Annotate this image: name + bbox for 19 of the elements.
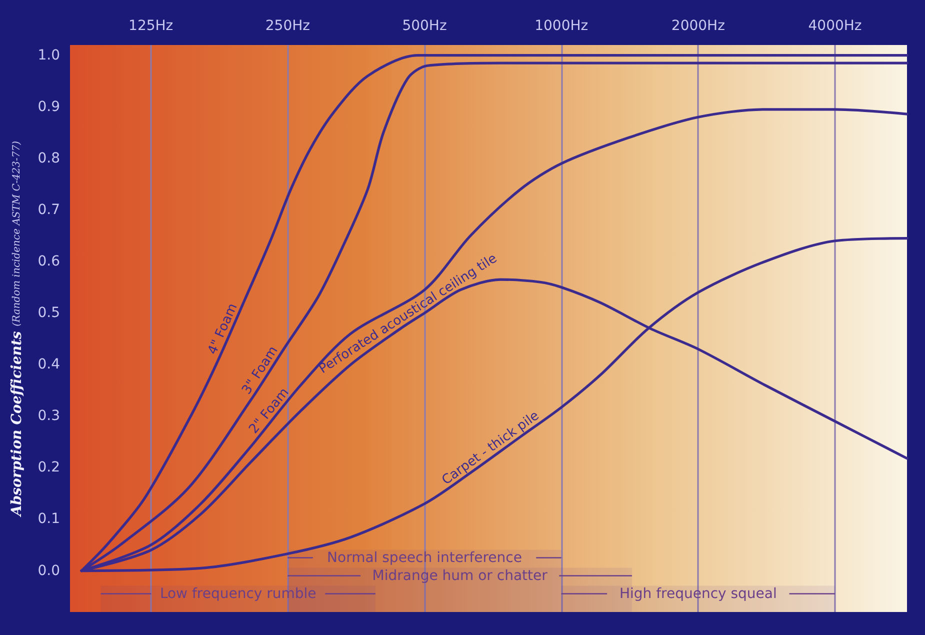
y-tick-label: 0.3 bbox=[38, 408, 60, 424]
x-tick-label: 1000Hz bbox=[534, 18, 588, 34]
x-tick-label: 500Hz bbox=[402, 18, 447, 34]
y-tick-label: 0.0 bbox=[38, 562, 60, 579]
y-tick-label: 1.0 bbox=[38, 47, 60, 64]
x-tick-label: 250Hz bbox=[265, 18, 310, 34]
y-tick-label: 0.8 bbox=[38, 150, 60, 166]
y-tick-label: 0.5 bbox=[38, 305, 60, 322]
y-tick-label: 0.1 bbox=[38, 511, 60, 528]
x-tick-label: 2000Hz bbox=[671, 18, 725, 34]
y-tick-label: 0.9 bbox=[38, 98, 60, 115]
y-tick-label: 0.6 bbox=[38, 253, 60, 270]
x-tick-label: 125Hz bbox=[128, 18, 174, 34]
x-tick-label: 4000Hz bbox=[808, 18, 862, 34]
y-tick-label: 0.4 bbox=[38, 356, 60, 373]
y-tick-label: 0.2 bbox=[38, 460, 60, 476]
y-tick-label: 0.7 bbox=[38, 202, 60, 218]
text: 4" Foam bbox=[205, 301, 241, 357]
y-axis-title: Absorption Coefficients (Random incidence ASTM C-423-77) bbox=[9, 140, 25, 518]
